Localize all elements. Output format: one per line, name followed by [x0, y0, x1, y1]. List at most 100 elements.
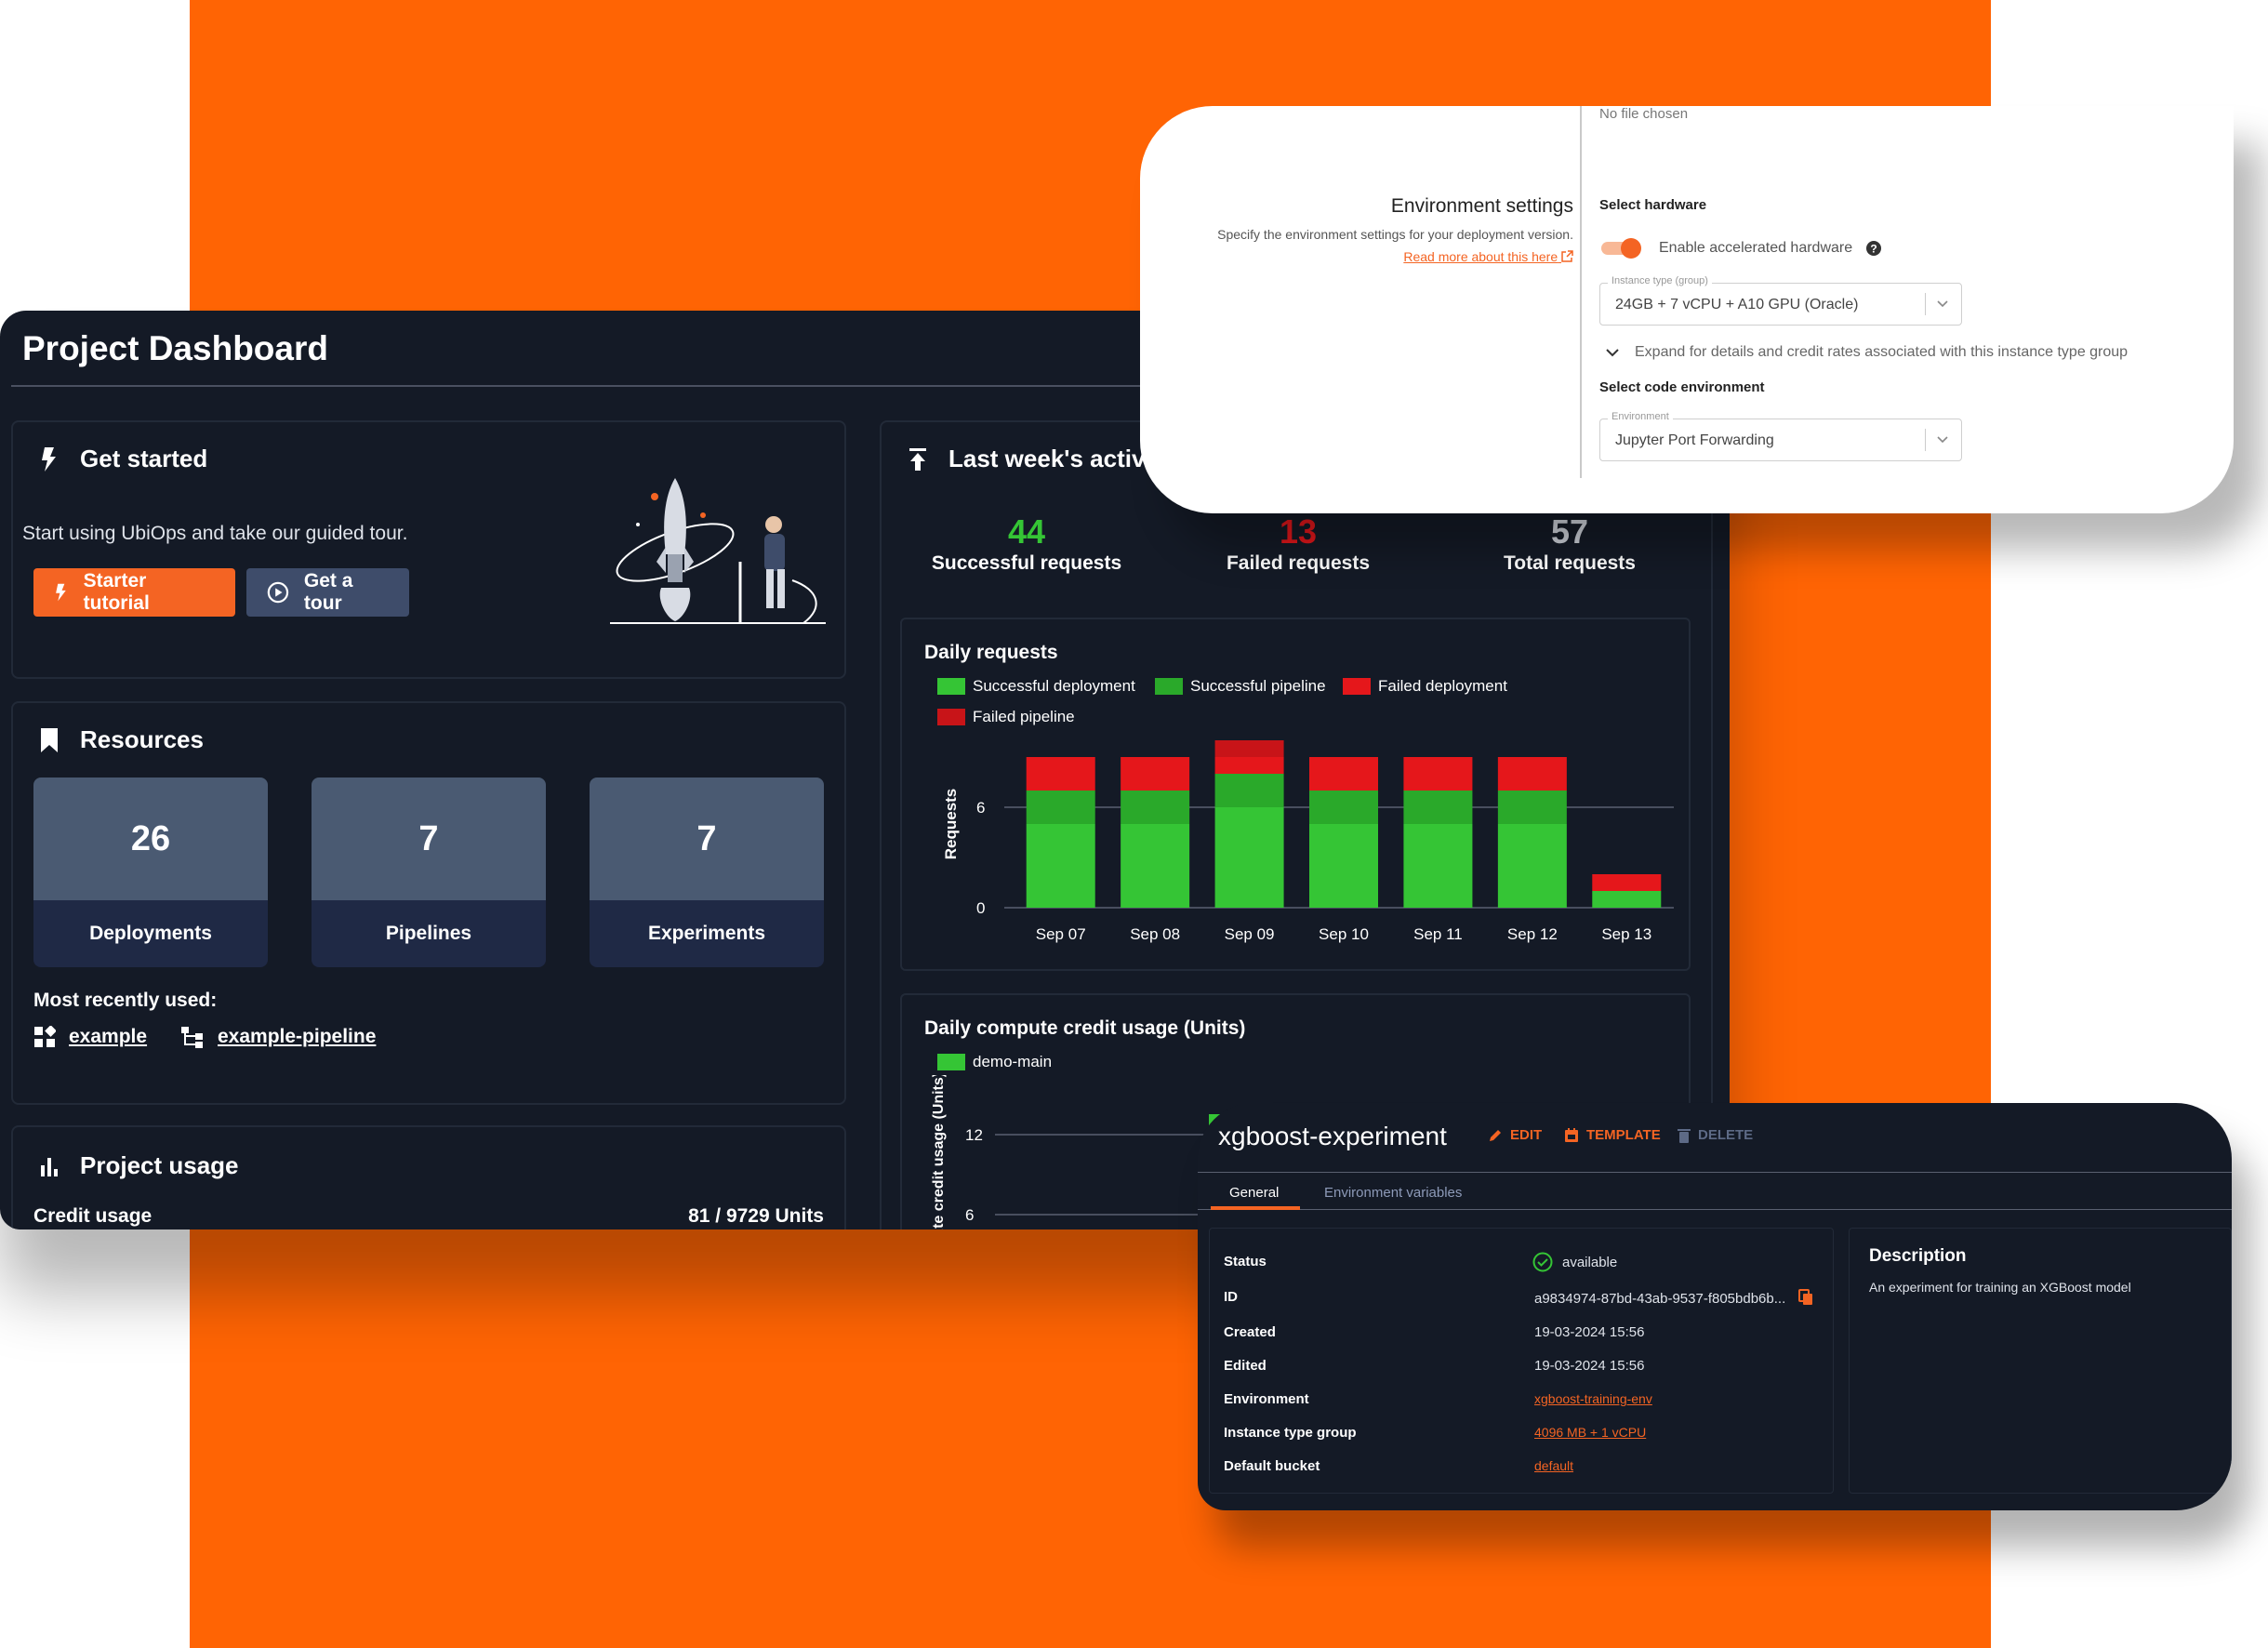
page-title: Project Dashboard [22, 329, 328, 367]
tab-divider [1198, 1209, 2232, 1210]
deployments-tile[interactable]: 26 Deployments [33, 777, 268, 967]
accelerated-hardware-label: Enable accelerated hardware [1659, 240, 1853, 256]
legend-item[interactable]: Failed deployment [1343, 677, 1507, 696]
experiments-tile[interactable]: 7 Experiments [590, 777, 824, 967]
environment-link[interactable]: xgboost-training-env [1534, 1391, 1652, 1406]
starter-tutorial-button[interactable]: Starter tutorial [33, 568, 235, 617]
bar-segment [1497, 824, 1567, 908]
rocket-launch-illustration [610, 478, 826, 624]
project-usage-card [11, 1125, 846, 1229]
recent-item-label: example-pipeline [218, 1026, 377, 1047]
bar-segment [1309, 791, 1378, 824]
select-separator [1925, 293, 1926, 315]
legend-label: Failed deployment [1378, 677, 1507, 695]
recent-item-example-pipeline[interactable]: example-pipeline [180, 1026, 376, 1048]
starter-tutorial-label: Starter tutorial [83, 570, 150, 614]
instance-type-select[interactable]: Instance type (group) 24GB + 7 vCPU + A1… [1599, 275, 1962, 326]
file-status: No file chosen [1599, 106, 1689, 122]
stat-successful: 44 Successful requests [887, 513, 1166, 575]
read-more-link[interactable]: Read more about this here [1403, 249, 1573, 264]
get-started-card [11, 420, 846, 679]
get-started-title: Get started [80, 445, 208, 472]
get-a-tour-button[interactable]: Get a tour [246, 568, 409, 617]
deployments-count: 26 [33, 777, 268, 900]
pipelines-label: Pipelines [312, 900, 546, 967]
expand-text: Expand for details and credit rates asso… [1635, 344, 2129, 360]
header-divider [1198, 1172, 2232, 1173]
field-key: Edited [1224, 1358, 1267, 1374]
experiment-fields-panel [1209, 1228, 1834, 1494]
legend-swatch [1155, 678, 1183, 695]
x-tick-label: Sep 07 [1036, 925, 1086, 943]
stat-value: 13 [1279, 512, 1318, 551]
legend-item[interactable]: Successful deployment [937, 677, 1135, 696]
bar-segment [1026, 791, 1095, 824]
select-hardware-heading: Select hardware [1599, 197, 1707, 213]
legend-item[interactable]: Successful pipeline [1155, 677, 1326, 696]
delete-button[interactable]: DELETE [1678, 1127, 1753, 1143]
upload-icon [909, 447, 926, 471]
description-panel [1849, 1228, 2232, 1494]
chart-title: Daily compute credit usage (Units) [924, 1017, 1246, 1039]
instance-type-value: 24GB + 7 vCPU + A10 GPU (Oracle) [1615, 297, 1859, 312]
pipelines-tile[interactable]: 7 Pipelines [312, 777, 546, 967]
y-tick-label: 0 [976, 899, 985, 917]
x-tick-label: Sep 09 [1225, 925, 1275, 943]
y-axis-label: Requests [942, 789, 960, 860]
daily-requests-plot: 0 6 Requests Sep 07 Sep 08 Sep 09 Sep 10 Sep 11… [942, 740, 1674, 943]
legend-swatch [937, 709, 965, 725]
bar-segment [1214, 757, 1284, 774]
y-tick-label: 6 [965, 1206, 974, 1224]
experiments-label: Experiments [590, 900, 824, 967]
pencil-icon [1490, 1129, 1501, 1141]
field-key: Default bucket [1224, 1458, 1320, 1474]
experiment-details-panel: xgboost-experiment EDIT TEMPLATE DELETE … [1198, 1103, 2232, 1510]
tab-environment-variables[interactable]: Environment variables [1324, 1185, 1463, 1201]
recent-item-example[interactable]: example [33, 1026, 147, 1048]
accelerated-hardware-toggle[interactable]: Enable accelerated hardware ? [1599, 236, 1882, 260]
default-bucket-link[interactable]: default [1534, 1458, 1574, 1473]
deployments-label: Deployments [33, 900, 268, 967]
template-button[interactable]: TEMPLATE [1564, 1127, 1661, 1143]
bar-segment [1214, 740, 1284, 757]
template-label: TEMPLATE [1586, 1127, 1661, 1143]
x-tick-label: Sep 12 [1507, 925, 1558, 943]
y-tick-label: 12 [965, 1126, 983, 1144]
edit-label: EDIT [1510, 1127, 1543, 1143]
copy-icon[interactable] [1798, 1289, 1813, 1306]
environment-value: Jupyter Port Forwarding [1615, 432, 1774, 448]
play-circle-icon [267, 581, 289, 604]
tab-general[interactable]: General [1229, 1185, 1280, 1201]
bar-segment [1497, 791, 1567, 824]
bar-segment [1592, 874, 1662, 891]
trash-icon [1678, 1128, 1691, 1143]
get-started-text: Start using UbiOps and take our guided t… [22, 523, 408, 544]
experiment-title: xgboost-experiment [1218, 1122, 1447, 1150]
bar-segment [1026, 757, 1095, 791]
legend-item[interactable]: Failed pipeline [937, 708, 1075, 726]
chart-title: Daily requests [924, 642, 1058, 663]
legend-label: Successful deployment [973, 677, 1135, 695]
id-text: a9834974-87bd-43ab-9537-f805bdb6b... [1534, 1291, 1786, 1307]
description-title: Description [1869, 1246, 1967, 1266]
instance-details-expander[interactable]: Expand for details and credit rates asso… [1605, 344, 2128, 361]
legend-item[interactable]: demo-main [937, 1053, 1052, 1071]
recent-item-label: example [69, 1026, 148, 1047]
x-tick-label: Sep 11 [1413, 925, 1463, 943]
delete-label: DELETE [1698, 1127, 1754, 1143]
help-icon[interactable]: ? [1865, 240, 1882, 257]
activity-heading: Last week's activity [908, 445, 1174, 473]
instance-type-label: Instance type (group) [1608, 275, 1712, 286]
instance-type-link[interactable]: 4096 MB + 1 vCPU [1534, 1425, 1647, 1440]
activity-title: Last week's activity [948, 445, 1174, 472]
stat-label: Successful requests [931, 552, 1122, 574]
x-tick-label: Sep 13 [1601, 925, 1651, 943]
field-key: Created [1224, 1324, 1276, 1340]
bar-segment [1121, 824, 1190, 908]
edit-button[interactable]: EDIT [1488, 1127, 1542, 1143]
stat-failed: 13 Failed requests [1159, 513, 1438, 575]
stat-value: 44 [1007, 512, 1046, 551]
bar-segment [1214, 807, 1284, 908]
project-usage-title: Project usage [80, 1151, 239, 1179]
code-environment-select[interactable]: Environment Jupyter Port Forwarding [1599, 411, 1962, 461]
